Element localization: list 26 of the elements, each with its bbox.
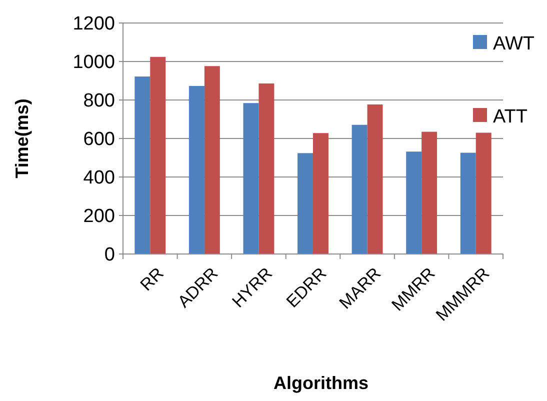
y-tick-label: 800 [83,90,115,112]
bar [313,133,328,254]
y-tick-label: 400 [83,168,115,189]
bar [298,153,313,254]
x-tick-label: RR [136,264,168,295]
bar [476,132,492,254]
bar [204,66,220,254]
bar [258,83,274,254]
bar [422,132,438,254]
bar [352,124,368,254]
y-tick-label: 200 [83,206,115,228]
y-tick-label: 1000 [72,52,115,74]
x-axis-title: Algorithms [273,373,369,393]
bar [406,152,422,254]
y-tick-label: 1200 [72,14,115,35]
bar [150,56,166,254]
bar [367,104,383,254]
y-tick-label: 600 [83,129,115,150]
bar [188,86,204,254]
legend-label: AWT [493,34,535,55]
bar [460,152,476,254]
bar [134,76,150,254]
bar [243,103,259,254]
y-tick-label: 0 [104,244,115,266]
legend-label: ATT [493,106,528,128]
y-axis-title: Time(ms) [12,98,32,178]
